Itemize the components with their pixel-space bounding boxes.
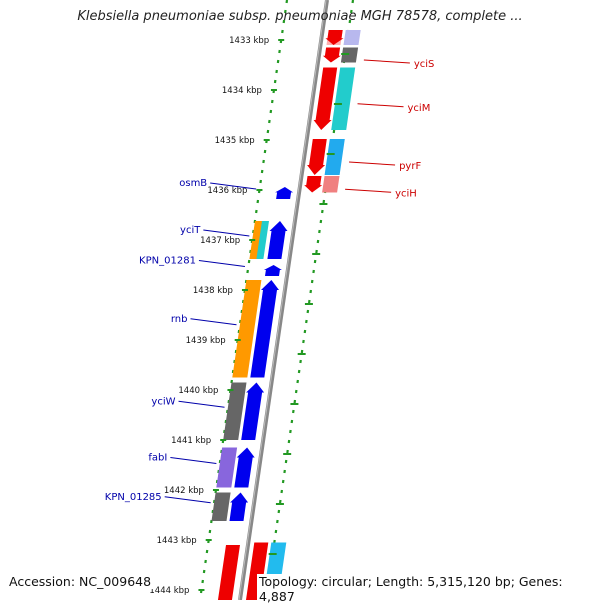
reverse-gene-label: yciW: [151, 396, 175, 407]
reverse-gene-label: KPN_01281: [139, 256, 196, 267]
forward-gene-label: pyrF: [399, 161, 421, 172]
forward-gene-label: yciH: [395, 188, 417, 199]
reverse-feature-bar: [212, 493, 231, 522]
reverse-gene-leader: [170, 458, 216, 464]
scale-tick-label: 1441 kbp: [171, 436, 211, 446]
scale-tick-label: 1433 kbp: [229, 36, 269, 46]
reverse-gene-leader: [165, 497, 211, 503]
reverse-gene-label: osmB: [179, 178, 207, 189]
reverse-gene-label: fabI: [148, 453, 167, 464]
forward-feature-bar: [325, 139, 345, 175]
scale-tick-label: 1440 kbp: [178, 386, 218, 396]
scale-tick-label: 1439 kbp: [186, 336, 226, 346]
scale-tick-label: 1438 kbp: [193, 286, 233, 296]
reverse-gene-arrow: [234, 448, 254, 488]
reverse-gene-arrow: [264, 265, 282, 276]
forward-gene-leader: [364, 60, 410, 63]
reverse-feature-bar: [216, 448, 237, 488]
reverse-gene-leader: [199, 261, 245, 267]
reverse-gene-leader: [179, 401, 225, 407]
forward-gene-arrow: [304, 176, 322, 193]
reverse-gene-leader: [190, 319, 236, 325]
reverse-gene-arrow: [267, 221, 287, 259]
forward-gene-arrow: [323, 48, 341, 63]
forward-feature-bar: [322, 176, 339, 193]
map-title: Klebsiella pneumoniae subsp. pneumoniae …: [0, 9, 600, 24]
reverse-gene-arrow: [230, 493, 249, 522]
scale-tick-label: 1434 kbp: [222, 86, 262, 96]
forward-gene-label: yciM: [408, 103, 431, 114]
forward-gene-leader: [345, 189, 391, 192]
scale-tick-label: 1437 kbp: [200, 236, 240, 246]
reverse-gene-arrow: [275, 187, 293, 199]
forward-gene-arrow: [307, 139, 327, 175]
forward-gene-leader: [349, 162, 395, 165]
accession-text: Accession: NC_009648: [7, 574, 153, 589]
scale-tick-label: 1442 kbp: [164, 486, 204, 496]
reverse-gene-label: KPN_01285: [105, 492, 162, 503]
scale-tick-label: 1435 kbp: [215, 136, 255, 146]
scale-tick-label: 1443 kbp: [157, 536, 197, 546]
reverse-gene-label: yciT: [180, 225, 201, 236]
next-gene-bar: [217, 545, 241, 600]
forward-gene-leader: [358, 104, 404, 107]
scale-tick-label: 1444 kbp: [149, 586, 189, 596]
reverse-gene-label: rnb: [171, 314, 188, 325]
forward-gene-label: yciS: [414, 59, 435, 70]
forward-feature-bar: [344, 30, 361, 45]
